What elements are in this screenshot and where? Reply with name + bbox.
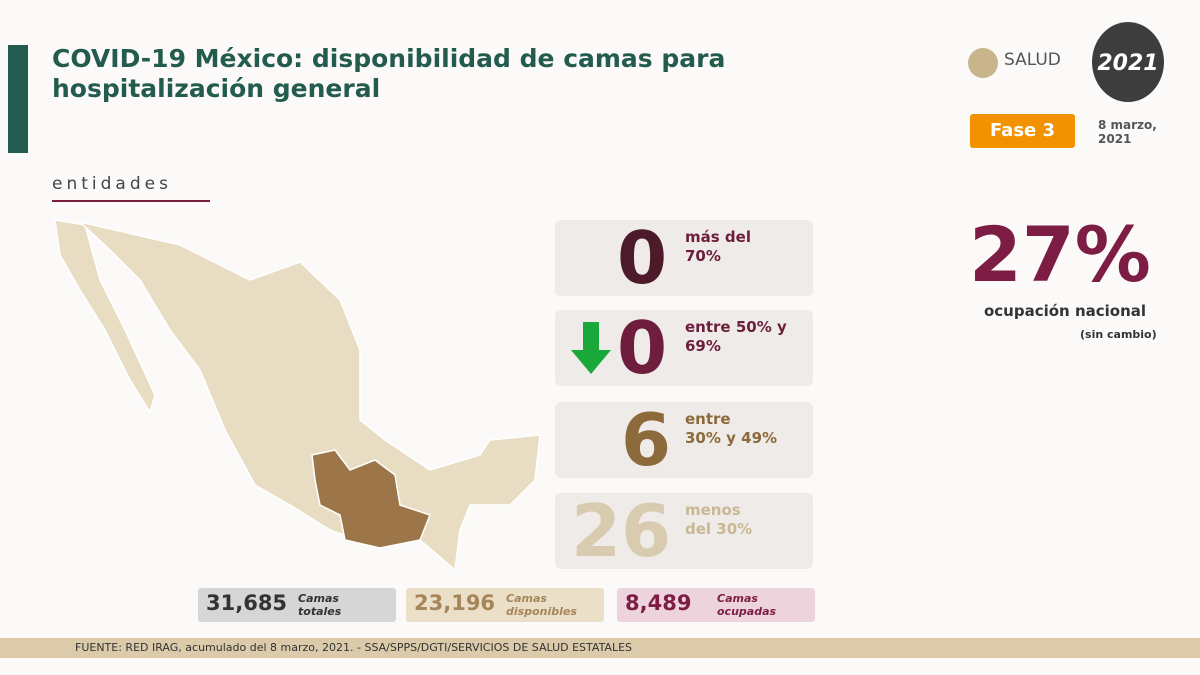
card-value: 26 [571,489,672,573]
total-label: totales [298,605,342,618]
phase-badge: Fase 3 [970,114,1075,148]
title-line: COVID-19 México: disponibilidad de camas… [52,44,726,73]
card: 26 menos del 30% [555,489,813,573]
total-label: Camas [298,592,339,605]
card-value: 0 [617,306,668,390]
total-label: ocupadas [717,605,777,618]
title: COVID-19 México: disponibilidad de camas… [52,44,725,104]
card-label: menos [685,501,741,519]
card-label: más del [685,228,751,246]
section-label: entidades [52,174,210,202]
total-value: 31,685 [206,591,288,615]
national-value: 27% [969,210,1151,299]
total-label: disponibles [506,605,577,618]
total-box: 31,685 Camas totales [198,588,396,622]
card: 6 entre 30% y 49% [555,398,813,482]
down-arrow [571,322,611,374]
card-value: 0 [617,216,668,300]
total-value: 23,196 [414,591,496,615]
date-line: 8 marzo, [1098,118,1157,132]
total-label: Camas [717,592,758,605]
date-line: 2021 [1098,132,1132,146]
card-label: 30% y 49% [685,429,778,447]
card-label: entre 50% y [685,318,787,336]
emblem: 2021 [1092,22,1164,102]
national-label: ocupación nacional [983,302,1147,320]
date: 8 marzo, 2021 [1098,118,1157,146]
card-label: del 30% [685,520,753,538]
total-box: 8,489 Camas ocupadas [617,588,815,622]
logo-icon [968,48,998,78]
national-note: (sin cambio) [1080,328,1157,341]
mainland [77,220,541,572]
footer-band [0,638,1200,658]
logo-text: SALUD [1004,50,1061,70]
card-label: 70% [685,247,721,265]
total-label: Camas [506,592,547,605]
card-label: entre [685,410,731,428]
total-box: 23,196 Camas disponibles [406,588,604,622]
title-line: hospitalización general [52,74,381,103]
map [54,219,541,572]
highlighted-states [311,449,431,549]
card-value: 6 [621,398,672,482]
card-label: 69% [685,337,721,355]
accent-bar [8,45,28,153]
card: 0 más del 70% [555,216,813,300]
card: 0 entre 50% y 69% [555,306,813,390]
footer: FUENTE: RED IRAG, acumulado del 8 marzo,… [75,641,633,654]
baja-california [54,219,156,414]
total-value: 8,489 [625,591,692,615]
